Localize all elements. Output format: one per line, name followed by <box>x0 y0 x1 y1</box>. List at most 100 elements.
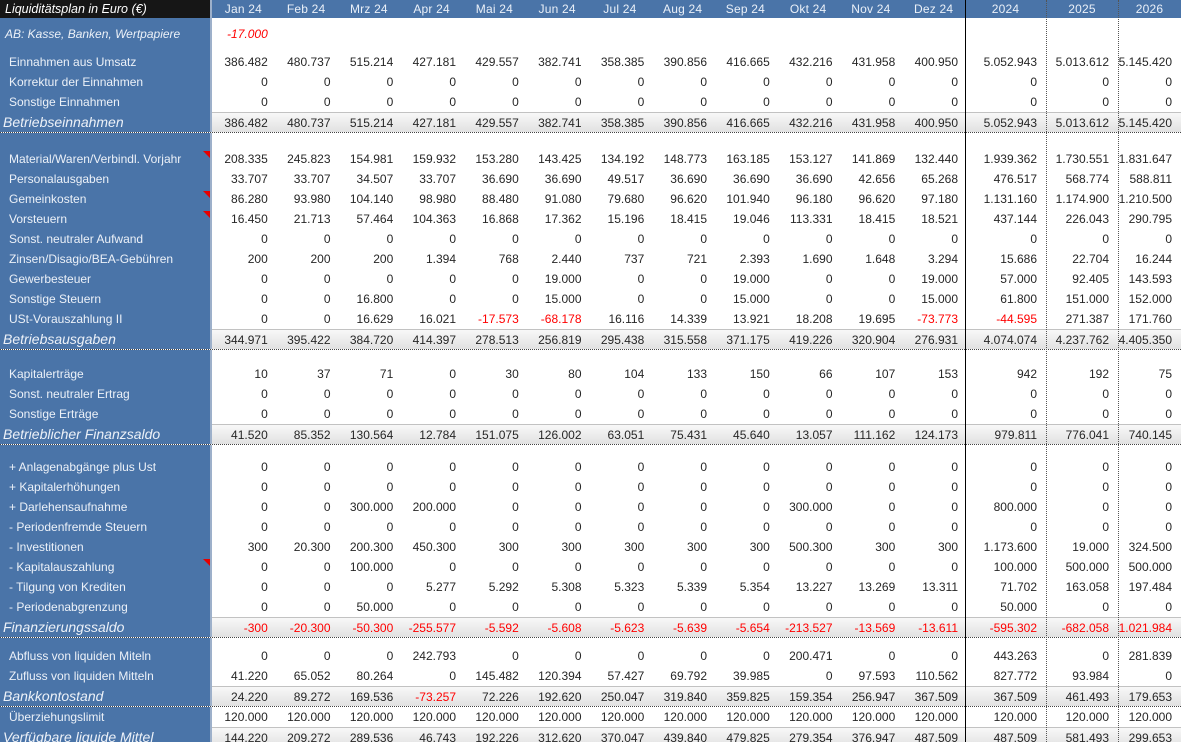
row-label[interactable]: Sonstige Erträge <box>0 404 212 424</box>
value-cell[interactable]: 120.000 <box>400 707 463 727</box>
value-cell[interactable]: 36.690 <box>651 169 714 189</box>
column-header[interactable]: Jan 24 <box>212 0 275 18</box>
value-cell[interactable]: 0 <box>463 477 526 497</box>
value-cell[interactable]: 568.774 <box>1046 169 1118 189</box>
value-cell[interactable]: 0 <box>274 477 338 497</box>
value-cell[interactable]: 192.620 <box>525 686 589 706</box>
value-cell[interactable]: 737 <box>588 249 652 269</box>
value-cell[interactable]: 429.557 <box>463 52 526 72</box>
value-cell[interactable]: 120.000 <box>463 707 526 727</box>
value-cell[interactable]: 0 <box>463 384 526 404</box>
value-cell[interactable]: 120.000 <box>337 707 401 727</box>
value-cell[interactable]: 0 <box>965 229 1046 249</box>
row-label[interactable]: + Darlehensaufnahme <box>0 497 212 517</box>
value-cell[interactable]: 15.686 <box>965 249 1046 269</box>
value-cell[interactable]: 153.127 <box>776 149 840 169</box>
value-cell[interactable]: 437.144 <box>965 209 1046 229</box>
row-label[interactable]: Sonst. neutraler Ertrag <box>0 384 212 404</box>
value-cell[interactable]: 0 <box>337 384 401 404</box>
value-cell[interactable] <box>1046 24 1118 44</box>
value-cell[interactable]: 148.773 <box>651 149 714 169</box>
value-cell[interactable]: -13.569 <box>839 617 903 637</box>
value-cell[interactable]: 151.075 <box>463 424 526 444</box>
value-cell[interactable]: 0 <box>525 404 589 424</box>
value-cell[interactable]: 41.220 <box>212 666 275 686</box>
value-cell[interactable]: -5.608 <box>525 617 589 637</box>
value-cell[interactable]: 0 <box>463 457 526 477</box>
value-cell[interactable]: 0 <box>714 72 777 92</box>
value-cell[interactable]: 130.564 <box>337 424 401 444</box>
value-cell[interactable]: 0 <box>400 72 463 92</box>
value-cell[interactable]: 0 <box>776 557 840 577</box>
value-cell[interactable]: 390.856 <box>651 52 714 72</box>
value-cell[interactable]: 0 <box>274 289 338 309</box>
value-cell[interactable]: 66 <box>776 364 840 384</box>
value-cell[interactable]: 0 <box>902 92 965 112</box>
value-cell[interactable]: 300 <box>651 537 714 557</box>
value-cell[interactable]: 432.216 <box>776 112 840 132</box>
value-cell[interactable]: 0 <box>839 289 903 309</box>
value-cell[interactable]: 0 <box>714 477 777 497</box>
value-cell[interactable] <box>400 24 463 44</box>
value-cell[interactable]: 0 <box>400 404 463 424</box>
value-cell[interactable]: 358.385 <box>588 52 652 72</box>
value-cell[interactable]: 0 <box>400 517 463 537</box>
column-header[interactable]: Mrz 24 <box>337 0 401 18</box>
value-cell[interactable]: -1.021.984 <box>1118 617 1181 637</box>
value-cell[interactable]: 0 <box>274 72 338 92</box>
value-cell[interactable]: 300 <box>839 537 903 557</box>
value-cell[interactable]: 300.000 <box>776 497 840 517</box>
value-cell[interactable]: 776.041 <box>1046 424 1118 444</box>
value-cell[interactable]: 0 <box>274 517 338 537</box>
value-cell[interactable]: 0 <box>212 269 275 289</box>
value-cell[interactable]: 19.000 <box>714 269 777 289</box>
row-label[interactable]: - Tilgung von Krediten <box>0 577 212 597</box>
value-cell[interactable]: 800.000 <box>965 497 1046 517</box>
value-cell[interactable]: 0 <box>1118 457 1181 477</box>
value-cell[interactable]: 0 <box>651 477 714 497</box>
value-cell[interactable]: 150 <box>714 364 777 384</box>
row-label[interactable]: Korrektur der Einnahmen <box>0 72 212 92</box>
value-cell[interactable]: 0 <box>839 557 903 577</box>
value-cell[interactable]: 0 <box>337 404 401 424</box>
value-cell[interactable]: 0 <box>525 477 589 497</box>
value-cell[interactable]: 200 <box>337 249 401 269</box>
value-cell[interactable]: 1.939.362 <box>965 149 1046 169</box>
row-label[interactable]: USt-Vorauszahlung II <box>0 309 212 329</box>
value-cell[interactable]: 1.648 <box>839 249 903 269</box>
value-cell[interactable]: 120.000 <box>776 707 840 727</box>
value-cell[interactable]: 0 <box>965 92 1046 112</box>
value-cell[interactable]: 279.354 <box>776 727 840 742</box>
column-header[interactable]: 2026 <box>1118 0 1181 18</box>
value-cell[interactable]: 0 <box>274 229 338 249</box>
value-cell[interactable]: 0 <box>839 404 903 424</box>
value-cell[interactable]: 120.000 <box>1046 707 1118 727</box>
value-cell[interactable]: 0 <box>902 597 965 617</box>
value-cell[interactable]: -255.577 <box>400 617 463 637</box>
value-cell[interactable]: 37 <box>274 364 338 384</box>
value-cell[interactable]: 0 <box>902 229 965 249</box>
value-cell[interactable]: 0 <box>902 72 965 92</box>
value-cell[interactable]: 0 <box>212 92 275 112</box>
value-cell[interactable]: 0 <box>714 404 777 424</box>
value-cell[interactable]: 0 <box>212 384 275 404</box>
value-cell[interactable]: 226.043 <box>1046 209 1118 229</box>
value-cell[interactable]: 13.227 <box>776 577 840 597</box>
value-cell[interactable]: 110.562 <box>902 666 965 686</box>
value-cell[interactable]: 14.339 <box>651 309 714 329</box>
value-cell[interactable]: 0 <box>212 289 275 309</box>
value-cell[interactable]: 1.690 <box>776 249 840 269</box>
value-cell[interactable]: 427.181 <box>400 112 463 132</box>
value-cell[interactable]: -73.773 <box>902 309 965 329</box>
value-cell[interactable]: 41.520 <box>212 424 275 444</box>
value-cell[interactable]: 0 <box>588 229 652 249</box>
value-cell[interactable]: -50.300 <box>337 617 401 637</box>
value-cell[interactable]: 0 <box>337 477 401 497</box>
value-cell[interactable]: 98.980 <box>400 189 463 209</box>
value-cell[interactable]: 0 <box>212 229 275 249</box>
value-cell[interactable]: 0 <box>400 666 463 686</box>
value-cell[interactable]: 0 <box>588 646 652 666</box>
value-cell[interactable]: 300.000 <box>337 497 401 517</box>
value-cell[interactable]: 386.482 <box>212 112 275 132</box>
value-cell[interactable]: 0 <box>1118 517 1181 537</box>
